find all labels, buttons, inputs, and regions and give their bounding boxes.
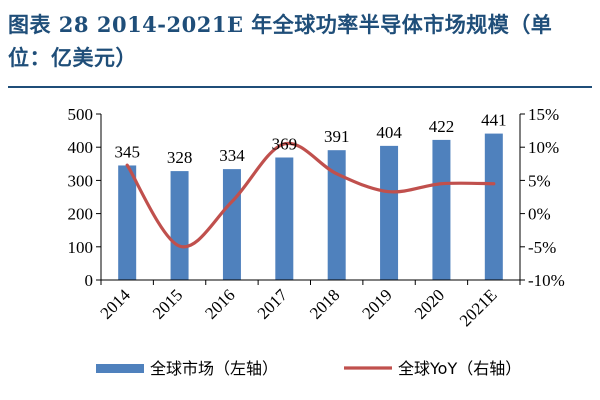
bar-2021E (484, 133, 503, 280)
yoy-line-group (125, 141, 496, 249)
legend-label-bar: 全球市场（左轴） (150, 359, 278, 378)
legend-swatch-bar (96, 364, 144, 373)
title-underline (8, 86, 592, 88)
x-tick-label: 2015 (149, 285, 186, 322)
bar-2020 (432, 139, 451, 280)
bar-value-label: 422 (429, 117, 455, 136)
bar-2018 (327, 150, 346, 280)
legend: 全球市场（左轴） 全球YoY（右轴） (96, 359, 521, 378)
x-tick-label: 2020 (411, 285, 448, 322)
bar-value-label: 345 (114, 142, 140, 161)
y-right-tick-label: -5% (528, 238, 556, 257)
y-right-tick-label: -10% (528, 271, 565, 290)
y-right-tick-label: 15% (528, 105, 559, 124)
y-left-tick-label: 100 (68, 238, 94, 257)
x-tick-label: 2016 (201, 285, 238, 322)
yoy-line (125, 141, 496, 249)
y-right-tick-label: 10% (528, 138, 559, 157)
chart-title: 图表 28 2014-2021E 年全球功率半导体市场规模（单位：亿美元） (8, 12, 553, 70)
y-left-tick-label: 200 (68, 205, 94, 224)
x-tick-label: 2017 (254, 285, 292, 323)
y-right-tick-label: 0% (528, 205, 551, 224)
bar-value-label: 404 (376, 123, 402, 142)
bar-value-label: 441 (481, 111, 507, 130)
x-tick-label: 2021E (456, 285, 501, 330)
x-tick-label: 2014 (97, 285, 135, 323)
bar-2014 (118, 165, 137, 280)
y-left-tick-label: 300 (68, 171, 94, 190)
y-left-tick-label: 400 (68, 138, 94, 157)
bar-value-label: 328 (167, 148, 193, 167)
bar-value-label: 369 (272, 134, 298, 153)
y-left-tick-label: 0 (85, 271, 94, 290)
bar-2017 (275, 157, 294, 280)
data-labels-group: 345 328 334 369 391 404 422 441 (114, 111, 506, 168)
bar-2016 (222, 169, 241, 280)
x-tick-label: 2019 (358, 285, 395, 322)
bars-group (118, 133, 503, 280)
bar-value-label: 334 (219, 146, 245, 165)
bar-2019 (380, 145, 399, 280)
legend-label-line: 全球YoY（右轴） (398, 359, 521, 378)
bar-2015 (170, 171, 189, 280)
y-left-tick-label: 500 (68, 105, 94, 124)
x-tick-label: 2018 (306, 285, 343, 322)
y-right-tick-label: 5% (528, 171, 551, 190)
bar-value-label: 391 (324, 127, 350, 146)
